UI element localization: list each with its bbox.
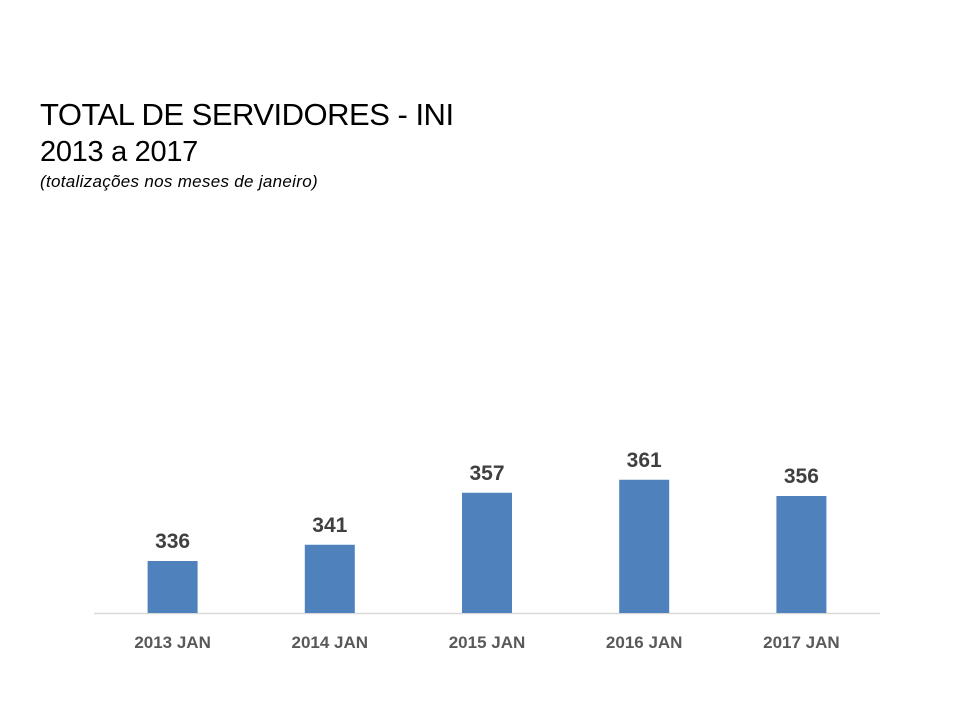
- chart-header: TOTAL DE SERVIDORES - INI 2013 a 2017 (t…: [40, 96, 454, 194]
- bar-2014-jan: [304, 544, 355, 613]
- bar-2013-jan: [147, 561, 198, 613]
- bar-2017-jan: [776, 496, 827, 613]
- chart-title: TOTAL DE SERVIDORES - INI: [40, 97, 454, 132]
- data-label: 357: [469, 462, 504, 485]
- x-tick-label: 2016 JAN: [606, 633, 683, 652]
- chart-subtitle: 2013 a 2017: [40, 136, 198, 168]
- data-label: 336: [155, 530, 190, 553]
- x-tick-label: 2013 JAN: [134, 633, 211, 652]
- tick-labels-group: 2013 JAN 2014 JAN 2015 JAN 2016 JAN 2017 JAN: [134, 633, 839, 652]
- data-labels-group: 336 341 357 361 356: [155, 449, 819, 553]
- data-label: 341: [312, 514, 347, 537]
- x-tick-label: 2017 JAN: [763, 633, 840, 652]
- chart-note: (totalizações nos meses de janeiro): [40, 172, 318, 191]
- x-tick-label: 2015 JAN: [449, 633, 526, 652]
- data-label: 361: [627, 449, 662, 472]
- x-tick-label: 2014 JAN: [292, 633, 369, 652]
- bar-2016-jan: [619, 479, 670, 613]
- data-label: 356: [784, 465, 819, 488]
- bar-2015-jan: [462, 492, 512, 613]
- bars-group: [147, 479, 827, 613]
